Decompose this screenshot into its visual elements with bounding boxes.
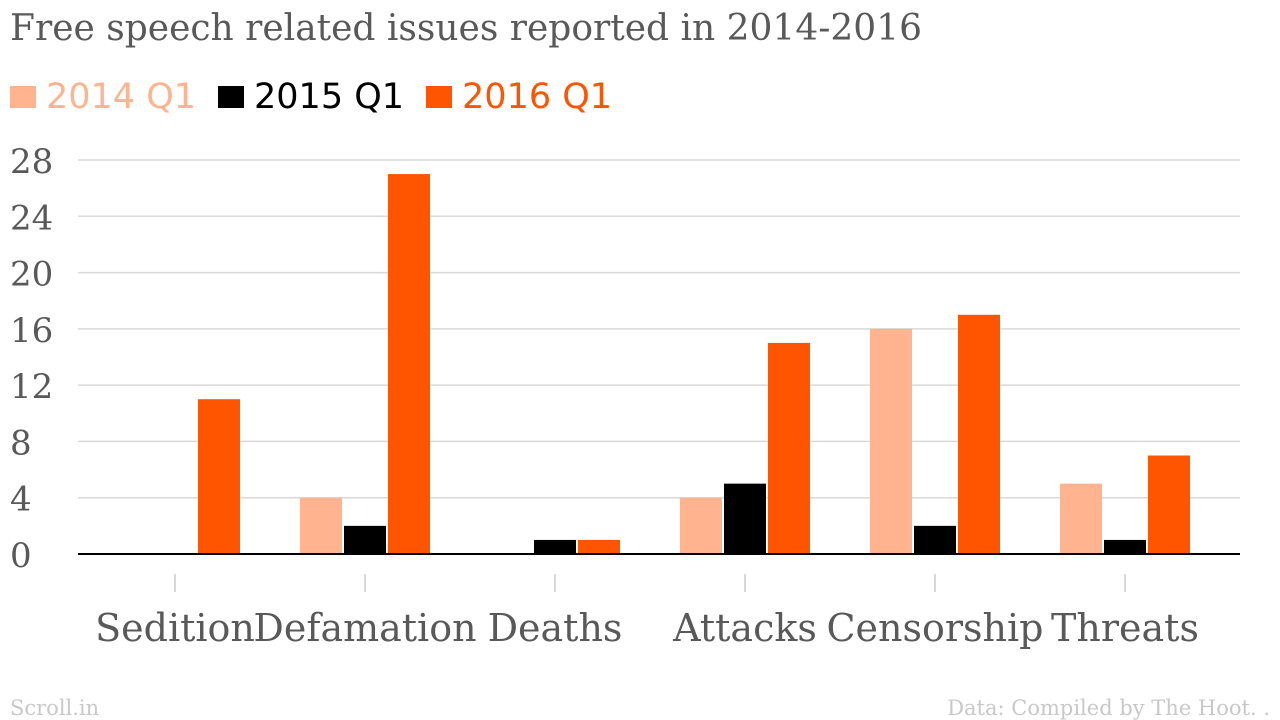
- legend-swatch: [10, 86, 36, 108]
- x-tick-label: Sedition: [95, 606, 255, 650]
- bar-threats-2016-q1: [1148, 455, 1190, 554]
- legend-label: 2015 Q1: [254, 77, 405, 117]
- y-tick-label: 4: [10, 480, 32, 520]
- y-tick-label: 8: [10, 423, 32, 463]
- bar-defamation-2015-q1: [344, 525, 386, 554]
- y-tick-label: 12: [10, 367, 53, 407]
- bar-censorship-2015-q1: [914, 525, 956, 554]
- legend-label: 2014 Q1: [46, 77, 197, 117]
- x-tick-label: Deaths: [488, 606, 623, 650]
- x-tick-label: Defamation: [253, 606, 476, 650]
- y-tick-label: 0: [10, 536, 32, 576]
- x-tick-label: Threats: [1051, 606, 1199, 650]
- y-tick-label: 20: [10, 255, 53, 295]
- bar-attacks-2016-q1: [768, 342, 810, 554]
- legend-label: 2016 Q1: [462, 77, 613, 117]
- legend-swatch: [218, 86, 245, 108]
- bar-threats-2015-q1: [1104, 539, 1146, 554]
- legend-item: 2014 Q1: [10, 77, 196, 117]
- y-tick-label: 16: [10, 311, 53, 351]
- bar-deaths-2015-q1: [534, 539, 576, 554]
- bar-censorship-2014-q1: [870, 328, 912, 554]
- bar-threats-2014-q1: [1060, 483, 1102, 554]
- bar-defamation-2014-q1: [300, 497, 342, 554]
- source-brand: Scroll.in: [10, 696, 100, 720]
- bar-deaths-2016-q1: [578, 539, 620, 554]
- chart-legend: 2014 Q1 2015 Q1 2016 Q1: [10, 76, 634, 118]
- legend-item: 2016 Q1: [426, 77, 612, 117]
- data-source-note: Data: Compiled by The Hoot. .: [947, 696, 1270, 720]
- bar-sedition-2016-q1: [198, 399, 240, 554]
- x-tick-label: Censorship: [826, 606, 1043, 650]
- y-tick-label: 24: [10, 198, 53, 238]
- x-tick-label: Attacks: [672, 606, 817, 650]
- legend-item: 2015 Q1: [218, 77, 404, 117]
- chart-title: Free speech related issues reported in 2…: [10, 8, 923, 49]
- bar-attacks-2015-q1: [724, 483, 766, 554]
- y-tick-label: 28: [10, 142, 53, 182]
- bar-defamation-2016-q1: [388, 174, 430, 555]
- bar-censorship-2016-q1: [958, 314, 1000, 554]
- bar-attacks-2014-q1: [680, 497, 722, 554]
- legend-swatch: [426, 86, 453, 108]
